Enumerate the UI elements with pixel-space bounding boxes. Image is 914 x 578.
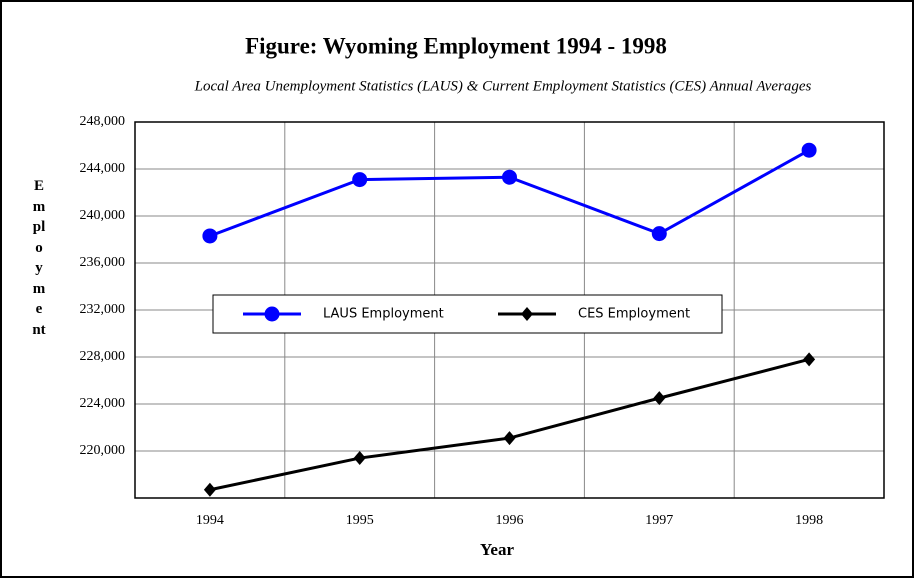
legend-marker <box>521 307 533 321</box>
data-point <box>352 172 368 188</box>
legend-label: LAUS Employment <box>323 307 444 322</box>
y-tick-label: 220,000 <box>80 443 126 458</box>
y-tick-label: 244,000 <box>80 161 126 176</box>
legend-label: CES Employment <box>578 307 690 322</box>
legend-marker <box>264 306 280 322</box>
plot-border <box>134 121 885 499</box>
x-tick-label: 1998 <box>795 513 823 528</box>
data-point <box>503 431 516 446</box>
data-point <box>801 142 817 158</box>
data-point <box>653 391 666 406</box>
data-point <box>502 169 517 185</box>
data-point <box>651 226 667 242</box>
y-tick-label: 224,000 <box>80 396 126 411</box>
data-point <box>202 228 218 244</box>
data-point <box>353 451 366 466</box>
y-axis-label: Employment <box>32 178 46 338</box>
y-tick-label: 240,000 <box>80 208 126 223</box>
x-tick-label: 1994 <box>196 513 224 528</box>
y-tick-label: 248,000 <box>80 114 126 129</box>
y-tick-label: 228,000 <box>80 349 126 364</box>
chart-title: Figure: Wyoming Employment 1994 - 1998 <box>245 33 667 58</box>
x-tick-label: 1997 <box>645 513 673 528</box>
x-tick-label: 1996 <box>496 513 524 528</box>
y-tick-label: 236,000 <box>80 255 126 270</box>
data-point <box>203 482 216 497</box>
chart-subtitle: Local Area Unemployment Statistics (LAUS… <box>194 78 812 94</box>
data-point <box>803 352 816 367</box>
x-tick-label: 1995 <box>346 513 374 528</box>
x-axis-label: Year <box>480 540 514 559</box>
y-tick-label: 232,000 <box>80 302 126 317</box>
